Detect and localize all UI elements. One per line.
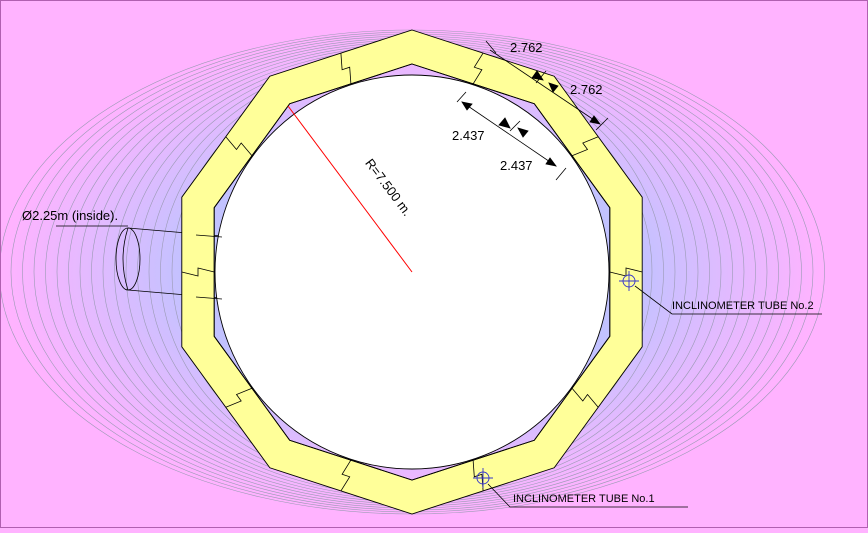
inclinometer-1-label: INCLINOMETER TUBE No.1 [513,493,655,505]
pipe-diameter-label: Ø2.25m (inside). [22,208,118,223]
segment-joints [181,52,643,492]
segment-joint [609,267,643,277]
dimension-lines [456,40,609,181]
segment-joint [225,387,253,408]
pipe-through-lining [195,234,223,300]
segment-joint [181,267,215,277]
inclinometer-2-marker [619,271,639,291]
segment-joint [340,459,352,492]
segment-joint [472,460,484,491]
dim-inner-1: 2.437 [452,128,485,143]
radius-line [287,105,413,273]
segment-joint [571,388,599,408]
inclinometer-1-leader [487,483,688,508]
segment-joint [225,136,253,156]
inclinometer-1-marker [473,468,493,488]
segment-joint [340,53,352,84]
inner-lining-edge [213,63,611,481]
dim-outer-2: 2.762 [570,82,603,97]
dim-outer-1: 2.762 [510,40,543,55]
segment-joint [571,136,599,157]
dim-inner-2: 2.437 [500,158,533,173]
inclinometer-2-leader [634,285,822,315]
segment-joint [472,52,484,85]
inclinometer-2-label: INCLINOMETER TUBE No.2 [672,300,814,312]
